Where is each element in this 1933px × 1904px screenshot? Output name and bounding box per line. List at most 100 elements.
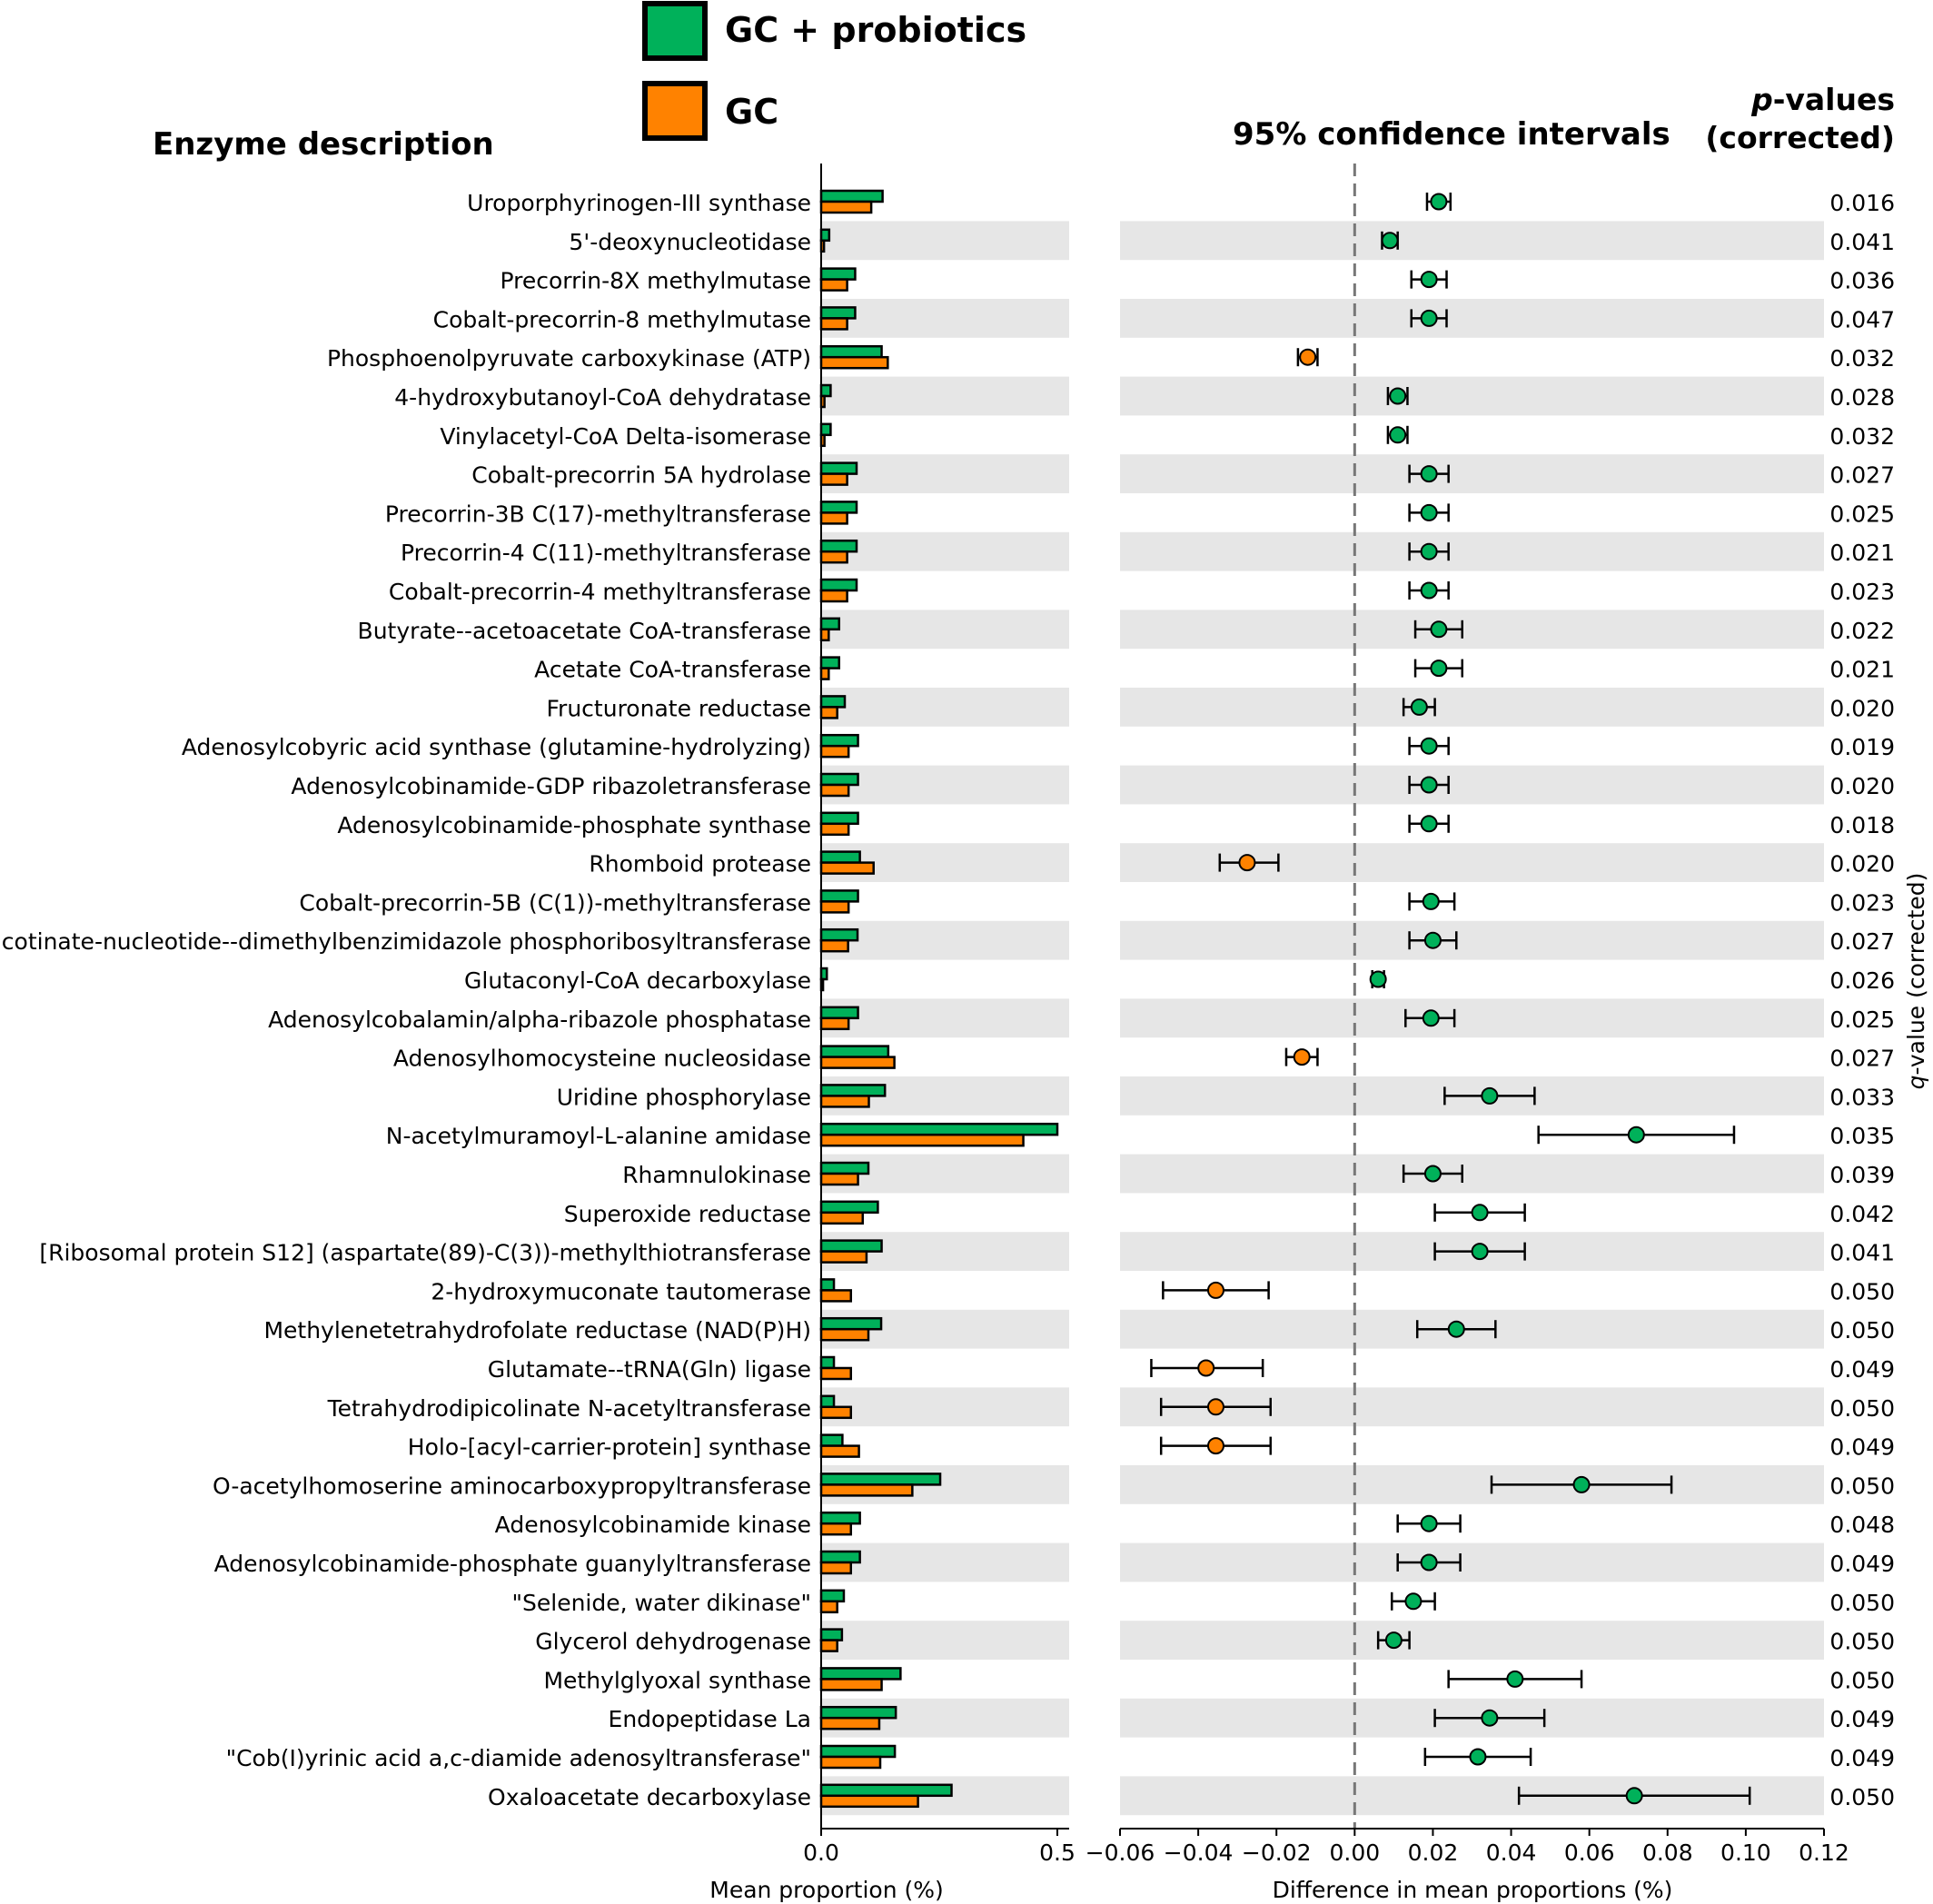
row-bands bbox=[821, 221, 1824, 1816]
ci-point bbox=[1471, 1204, 1489, 1222]
ci-point bbox=[1420, 465, 1438, 483]
bar-gc-probiotics bbox=[819, 733, 859, 748]
p-value: 0.028 bbox=[1829, 384, 1895, 411]
bar-gc-probiotics bbox=[819, 1045, 890, 1058]
bar-gc-probiotics bbox=[819, 1744, 897, 1759]
ci-row-band bbox=[1120, 1542, 1824, 1582]
bar-gc bbox=[819, 472, 848, 486]
ci-row-band bbox=[1120, 1154, 1824, 1194]
bar-x-tick-label: 0.5 bbox=[1039, 1840, 1076, 1866]
ci-x-tick-label: −0.04 bbox=[1164, 1840, 1234, 1866]
enzyme-label: Acetate CoA-transferase bbox=[534, 657, 811, 683]
bar-gc bbox=[819, 938, 849, 953]
ci-point bbox=[1420, 542, 1438, 560]
bar-gc bbox=[819, 317, 848, 331]
p-value: 0.022 bbox=[1829, 618, 1895, 644]
enzyme-label: Holo-[acyl-carrier-protein] synthase bbox=[408, 1434, 811, 1461]
p-value: 0.050 bbox=[1829, 1473, 1895, 1499]
ci-row-band bbox=[1120, 765, 1824, 805]
bar-gc-probiotics bbox=[819, 1394, 836, 1409]
enzyme-label: 4-hydroxybutanoyl-CoA dehydratase bbox=[394, 384, 811, 411]
ci-point bbox=[1384, 1631, 1403, 1650]
bar-gc-probiotics bbox=[819, 1161, 870, 1175]
bar-gc-probiotics bbox=[819, 539, 858, 553]
ci-row-band bbox=[1120, 1465, 1824, 1504]
ci-point bbox=[1423, 1165, 1442, 1183]
axes: 0.0 0.5 −0.06 −0.04 −0.02 0.00 0.02 0.04 0.06 0.0… bbox=[803, 164, 1849, 1866]
bar-gc bbox=[819, 1522, 853, 1536]
p-value: 0.025 bbox=[1829, 1007, 1895, 1033]
legend-label-gc: GC bbox=[725, 92, 778, 132]
ci-point bbox=[1430, 193, 1448, 211]
ci-point bbox=[1481, 1086, 1499, 1105]
p-value: 0.025 bbox=[1829, 501, 1895, 527]
bar-row-band bbox=[821, 1542, 1069, 1582]
bar-gc bbox=[819, 1483, 914, 1497]
bar-gc bbox=[819, 1794, 919, 1809]
p-value: 0.049 bbox=[1829, 1356, 1895, 1383]
bar-gc bbox=[819, 1133, 1025, 1147]
enzyme-label: Butyrate--acetoacetate CoA-transferase bbox=[358, 618, 811, 644]
bar-row-band bbox=[821, 998, 1069, 1038]
enzyme-label: Fructuronate reductase bbox=[547, 695, 812, 721]
bar-gc-probiotics bbox=[819, 889, 859, 903]
p-value: 0.050 bbox=[1829, 1317, 1895, 1344]
pvalues-header-corrected: (corrected) bbox=[1705, 120, 1895, 155]
bar-gc-probiotics bbox=[819, 656, 841, 669]
ci-row-band bbox=[1120, 531, 1824, 571]
p-value: 0.020 bbox=[1829, 851, 1895, 878]
bar-gc bbox=[819, 822, 850, 837]
p-value: 0.027 bbox=[1829, 928, 1895, 955]
bar-gc-probiotics bbox=[819, 1316, 883, 1331]
ci-point bbox=[1197, 1359, 1215, 1377]
p-value: 0.050 bbox=[1829, 1667, 1895, 1693]
bar-gc-probiotics bbox=[819, 1239, 883, 1253]
q-value-axis-label-q: q bbox=[1903, 1076, 1929, 1090]
p-value: 0.032 bbox=[1829, 423, 1895, 450]
p-value: 0.027 bbox=[1829, 462, 1895, 489]
p-value: 0.016 bbox=[1829, 190, 1895, 216]
bar-gc bbox=[819, 1678, 883, 1691]
bar-gc-probiotics bbox=[819, 1589, 846, 1603]
bar-gc bbox=[819, 861, 875, 875]
bar-gc-probiotics bbox=[819, 1355, 836, 1370]
bar-row-band bbox=[821, 531, 1069, 571]
ci-point bbox=[1469, 1748, 1487, 1766]
enzyme-label: Precorrin-8X methylmutase bbox=[500, 268, 811, 294]
ci-row-band bbox=[1120, 299, 1824, 338]
ci-point bbox=[1299, 348, 1317, 366]
bar-gc-probiotics bbox=[819, 850, 861, 864]
bar-gc bbox=[819, 278, 848, 292]
p-value: 0.042 bbox=[1829, 1201, 1895, 1227]
bar-gc bbox=[819, 1561, 853, 1575]
q-value-axis-label: q-value (corrected) bbox=[1903, 873, 1929, 1090]
p-value: 0.049 bbox=[1829, 1706, 1895, 1732]
enzyme-label: Superoxide reductase bbox=[564, 1201, 811, 1227]
bar-row-band bbox=[821, 920, 1069, 960]
p-value: 0.047 bbox=[1829, 306, 1895, 332]
ci-point bbox=[1389, 426, 1407, 444]
ci-point bbox=[1420, 1514, 1438, 1532]
ci-x-tick-label: 0.02 bbox=[1408, 1840, 1459, 1866]
ci-point bbox=[1238, 854, 1256, 872]
pvalues-header-rest: -values bbox=[1773, 82, 1895, 117]
ci-point bbox=[1420, 776, 1438, 794]
p-value: 0.020 bbox=[1829, 773, 1895, 799]
ci-x-tick-label: 0.12 bbox=[1799, 1840, 1849, 1866]
enzyme-label: Endopeptidase La bbox=[609, 1706, 811, 1732]
enzyme-label: Adenosylcobinamide-phosphate synthase bbox=[337, 812, 811, 838]
bar-gc-probiotics bbox=[819, 1473, 942, 1486]
enzyme-label: Cobalt-precorrin-8 methylmutase bbox=[433, 306, 811, 332]
bar-gc-probiotics bbox=[819, 772, 859, 787]
bar-gc-probiotics bbox=[819, 1084, 887, 1097]
bar-gc bbox=[819, 1289, 853, 1303]
bar-row-band bbox=[821, 299, 1069, 338]
bar-gc-probiotics bbox=[819, 1705, 897, 1720]
p-value: 0.050 bbox=[1829, 1395, 1895, 1422]
bar-gc-probiotics bbox=[819, 501, 858, 514]
enzyme-label: Oxaloacetate decarboxylase bbox=[488, 1784, 811, 1810]
enzyme-label: Adenosylcobinamide-phosphate guanylyltra… bbox=[214, 1551, 811, 1577]
ci-point bbox=[1420, 503, 1438, 521]
enzyme-label: N-acetylmuramoyl-L-alanine amidase bbox=[386, 1123, 811, 1149]
